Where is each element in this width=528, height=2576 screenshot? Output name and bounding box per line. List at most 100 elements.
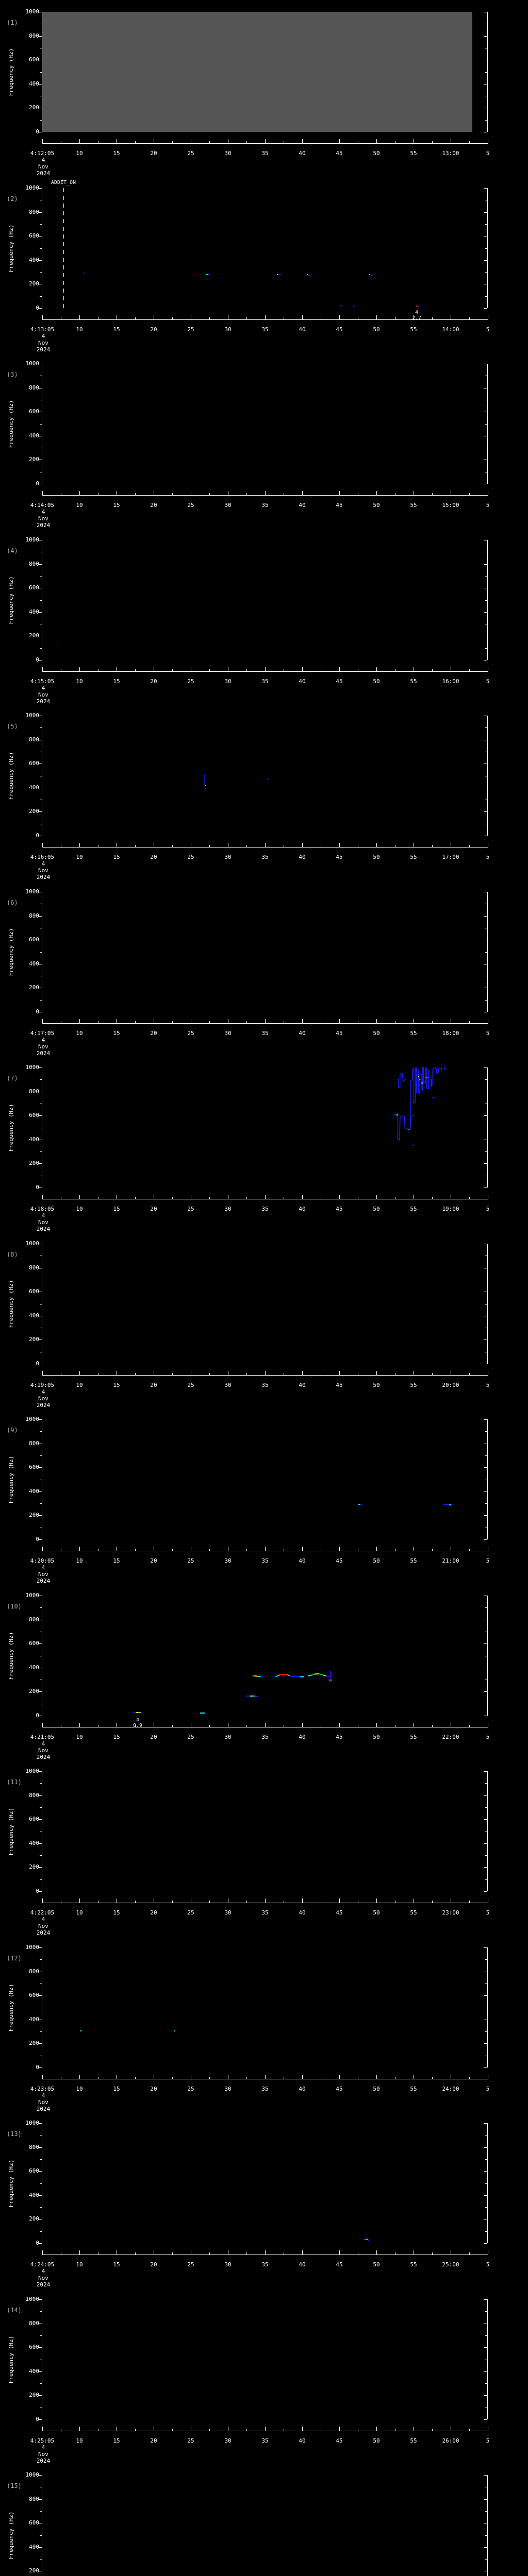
y-tick-label: 400 (29, 257, 39, 263)
y-tick-label: 600 (29, 1640, 39, 1647)
x-tick (79, 1899, 80, 1903)
panel-number: (11) (7, 1778, 22, 1786)
date-label: Nov (38, 1747, 48, 1754)
y-tick (484, 1515, 487, 1516)
y-tick (484, 2475, 487, 2476)
x-tick (209, 317, 210, 319)
y-tick (484, 212, 487, 213)
x-tick-label: 50 (373, 1206, 380, 1212)
date-label: Nov (38, 1571, 48, 1578)
y-tick-label: 400 (29, 960, 39, 967)
x-tick-label: 10 (76, 1734, 83, 1740)
date-label: 2024 (36, 874, 51, 880)
y-tick (485, 2231, 487, 2232)
y-tick (38, 2475, 42, 2476)
y-tick (485, 727, 487, 728)
y-tick (484, 2043, 487, 2044)
x-tick-label: 30 (224, 678, 232, 685)
y-tick-label: 400 (29, 2016, 39, 2023)
x-tick-label: 35 (261, 1557, 269, 1564)
y-tick (484, 1467, 487, 1468)
date-label: Nov (38, 1043, 48, 1050)
y-tick (38, 2043, 42, 2044)
x-tick (209, 1549, 210, 1551)
x-tick (469, 2252, 470, 2255)
x-start-label: 4:19:05 (30, 1382, 55, 1388)
y-tick-label: 600 (29, 2519, 39, 2526)
date-label: Nov (38, 1219, 48, 1226)
y-axis-title: Frequency (Hz) (8, 1807, 14, 1856)
x-tick (246, 141, 247, 143)
y-tick (38, 2299, 42, 2300)
x-tick (339, 843, 340, 847)
x-tick-label: 30 (224, 854, 232, 860)
x-tick (469, 1725, 470, 1727)
x-tick (376, 667, 377, 671)
y-tick (484, 612, 487, 613)
x-tick-label: 20 (150, 2261, 157, 2268)
x-start-label: 4:17:05 (30, 1030, 55, 1037)
y-tick (40, 600, 42, 601)
y-tick (40, 1079, 42, 1080)
x-tick-label: 25 (187, 1206, 194, 1212)
x-tick (339, 2075, 340, 2079)
y-tick (40, 1855, 42, 1856)
x-tick (42, 1899, 43, 1903)
x-tick (432, 1725, 433, 1727)
y-tick (40, 1807, 42, 1808)
x-tick-label: 45 (336, 2437, 343, 2444)
date-label: 4 (41, 2268, 45, 2275)
panel-number: (15) (7, 2482, 22, 2489)
y-tick (38, 2171, 42, 2172)
x-tick (432, 1901, 433, 1903)
y-tick-label: 1000 (25, 184, 40, 191)
x-hour-label: 15:00 (442, 502, 459, 509)
y-tick-label: 0 (36, 304, 39, 311)
detection-dot (134, 1712, 136, 1713)
x-tick (42, 139, 43, 143)
x-tick (432, 1021, 433, 1023)
detection-dot (449, 1504, 451, 1505)
date-label: 4 (41, 333, 45, 340)
x-tick-label: 20 (150, 502, 157, 509)
x-tick-label: 35 (261, 678, 269, 685)
x-tick-label: 15 (113, 1030, 120, 1037)
y-tick (40, 1959, 42, 1960)
y-tick-label: 600 (29, 936, 39, 943)
y-tick-label: 1000 (25, 888, 40, 895)
x-end-label: 5 (486, 854, 490, 860)
detection-dot (418, 306, 420, 307)
x-tick-label: 35 (261, 1734, 269, 1740)
y-tick-label: 200 (29, 280, 39, 287)
y-tick (40, 2159, 42, 2160)
x-tick (432, 2252, 433, 2255)
x-tick-label: 55 (410, 150, 417, 157)
spectrogram-trace (252, 1671, 332, 1682)
x-tick-label: 35 (261, 326, 269, 333)
x-start-label: 4:25:05 (30, 2437, 55, 2444)
x-tick (172, 317, 173, 319)
y-tick (485, 648, 487, 649)
x-tick (172, 1373, 173, 1375)
y-tick (40, 2031, 42, 2032)
y-tick (485, 296, 487, 297)
x-end-label: 5 (486, 1734, 490, 1740)
panel-number: (2) (7, 195, 18, 202)
date-label: 2024 (36, 1050, 51, 1057)
y-axis-title: Frequency (Hz) (8, 928, 14, 976)
x-tick-label: 15 (113, 854, 120, 860)
x-tick (339, 139, 340, 143)
y-tick (484, 916, 487, 917)
x-tick-label: 25 (187, 326, 194, 333)
y-tick-label: 400 (29, 608, 39, 615)
y-tick (484, 1771, 487, 1772)
y-tick (40, 1607, 42, 1608)
x-tick-label: 25 (187, 2261, 194, 2268)
x-axis (42, 143, 488, 144)
x-tick (432, 669, 433, 671)
x-tick (432, 493, 433, 495)
y-tick-label: 800 (29, 384, 39, 391)
x-tick-label: 30 (224, 1382, 232, 1388)
x-tick (135, 1549, 136, 1551)
x-tick (79, 491, 80, 495)
